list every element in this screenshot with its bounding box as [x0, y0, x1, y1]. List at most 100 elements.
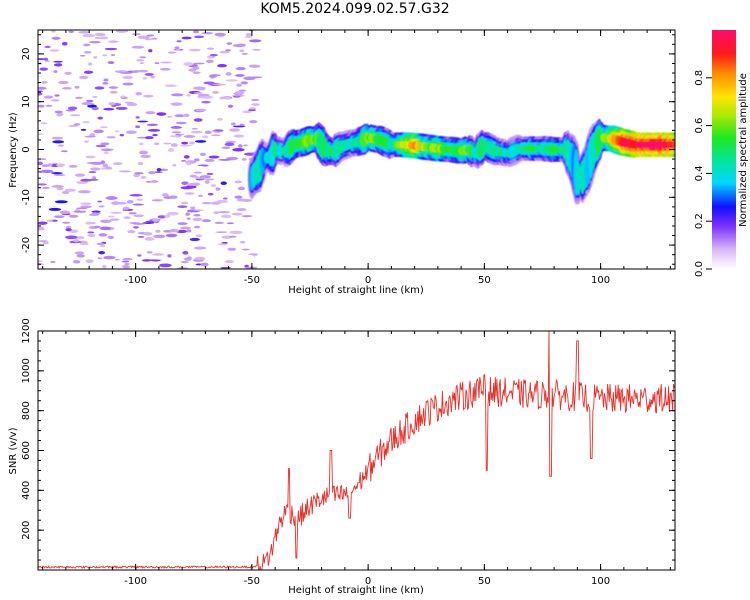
noise-blob — [75, 96, 83, 99]
noise-blob — [104, 47, 118, 51]
noise-blob — [234, 195, 243, 199]
noise-blob — [51, 30, 56, 33]
noise-blob — [183, 62, 194, 66]
noise-blob — [102, 163, 109, 168]
x-tick-label: 100 — [591, 275, 610, 286]
noise-blob — [142, 77, 148, 80]
noise-blob — [215, 231, 228, 233]
noise-blob — [121, 260, 130, 263]
noise-blob — [51, 185, 65, 188]
noise-blob — [90, 161, 104, 165]
noise-blob — [151, 37, 158, 40]
noise-blob — [125, 130, 137, 135]
noise-blob — [244, 266, 258, 269]
noise-blob — [186, 229, 192, 233]
noise-blob — [142, 222, 155, 224]
noise-blob — [74, 85, 80, 89]
noise-blob — [132, 222, 146, 225]
noise-blob — [87, 231, 95, 234]
noise-blob — [72, 260, 81, 264]
noise-blob — [148, 49, 153, 53]
noise-blob — [83, 43, 91, 47]
noise-blob — [139, 56, 147, 59]
noise-blob — [97, 116, 103, 120]
noise-blob — [180, 144, 192, 147]
y-tick-label: 800 — [21, 401, 32, 420]
noise-blob — [38, 86, 47, 90]
noise-blob — [91, 210, 101, 213]
noise-blob — [197, 93, 210, 97]
y-tick-label: -20 — [21, 237, 32, 253]
noise-blob — [65, 225, 72, 230]
noise-blob — [224, 142, 235, 147]
noise-blob — [146, 34, 155, 37]
noise-blob — [85, 221, 92, 225]
noise-blob — [217, 210, 231, 214]
noise-blob — [172, 163, 177, 167]
noise-blob — [68, 214, 79, 218]
noise-blob — [115, 30, 129, 33]
noise-blob — [193, 35, 205, 39]
noise-blob — [218, 243, 228, 246]
noise-blob — [248, 64, 261, 68]
noise-blob — [139, 62, 145, 65]
noise-blob — [78, 190, 91, 194]
noise-blob — [167, 51, 177, 54]
noise-blob — [202, 135, 209, 139]
colorbar-tick-label: 0.6 — [694, 118, 705, 134]
noise-blob — [180, 201, 189, 205]
noise-blob — [83, 51, 92, 54]
noise-blob — [210, 134, 221, 137]
noise-blob — [103, 151, 109, 154]
noise-blob — [193, 62, 205, 65]
noise-blob — [114, 258, 120, 261]
noise-blob — [168, 195, 178, 199]
noise-blob — [148, 170, 156, 175]
noise-blob — [206, 172, 214, 176]
noise-blob — [156, 112, 167, 116]
noise-blob — [39, 67, 49, 71]
x-tick-label: -100 — [124, 576, 147, 587]
noise-blob — [160, 61, 173, 64]
noise-blob — [238, 89, 247, 92]
noise-blob — [233, 134, 245, 138]
noise-blob — [241, 198, 253, 202]
noise-blob — [194, 140, 207, 143]
noise-blob — [51, 172, 63, 175]
noise-blob — [38, 183, 47, 186]
noise-blob — [236, 208, 247, 212]
noise-blob — [146, 123, 159, 126]
noise-blob — [204, 158, 215, 162]
noise-blob — [167, 115, 173, 118]
noise-blob — [188, 68, 197, 72]
noise-blob — [108, 102, 116, 106]
noise-blob — [42, 240, 49, 245]
noise-blob — [131, 33, 142, 36]
noise-blob — [127, 200, 134, 204]
noise-blob — [104, 166, 113, 170]
noise-blob — [43, 95, 54, 99]
noise-blob — [106, 136, 116, 139]
noise-blob — [74, 251, 85, 255]
noise-blob — [73, 210, 87, 213]
noise-blob — [227, 104, 234, 108]
x-tick-label: 50 — [478, 576, 491, 587]
noise-blob — [177, 205, 188, 209]
noise-blob — [206, 59, 214, 64]
noise-blob — [124, 101, 134, 104]
noise-blob — [138, 142, 144, 146]
noise-blob — [76, 180, 89, 184]
noise-blob — [152, 133, 158, 137]
y-tick-label: 1200 — [21, 318, 32, 343]
noise-blob — [249, 39, 262, 43]
ridge-segment — [671, 141, 675, 149]
noise-blob — [204, 130, 212, 135]
noise-blob — [248, 253, 259, 256]
noise-blob — [191, 127, 198, 130]
noise-blob — [68, 164, 78, 168]
y-tick-label: 200 — [21, 521, 32, 540]
noise-blob — [114, 130, 120, 133]
noise-blob — [150, 75, 155, 79]
noise-blob — [182, 251, 189, 255]
noise-blob — [193, 158, 200, 162]
